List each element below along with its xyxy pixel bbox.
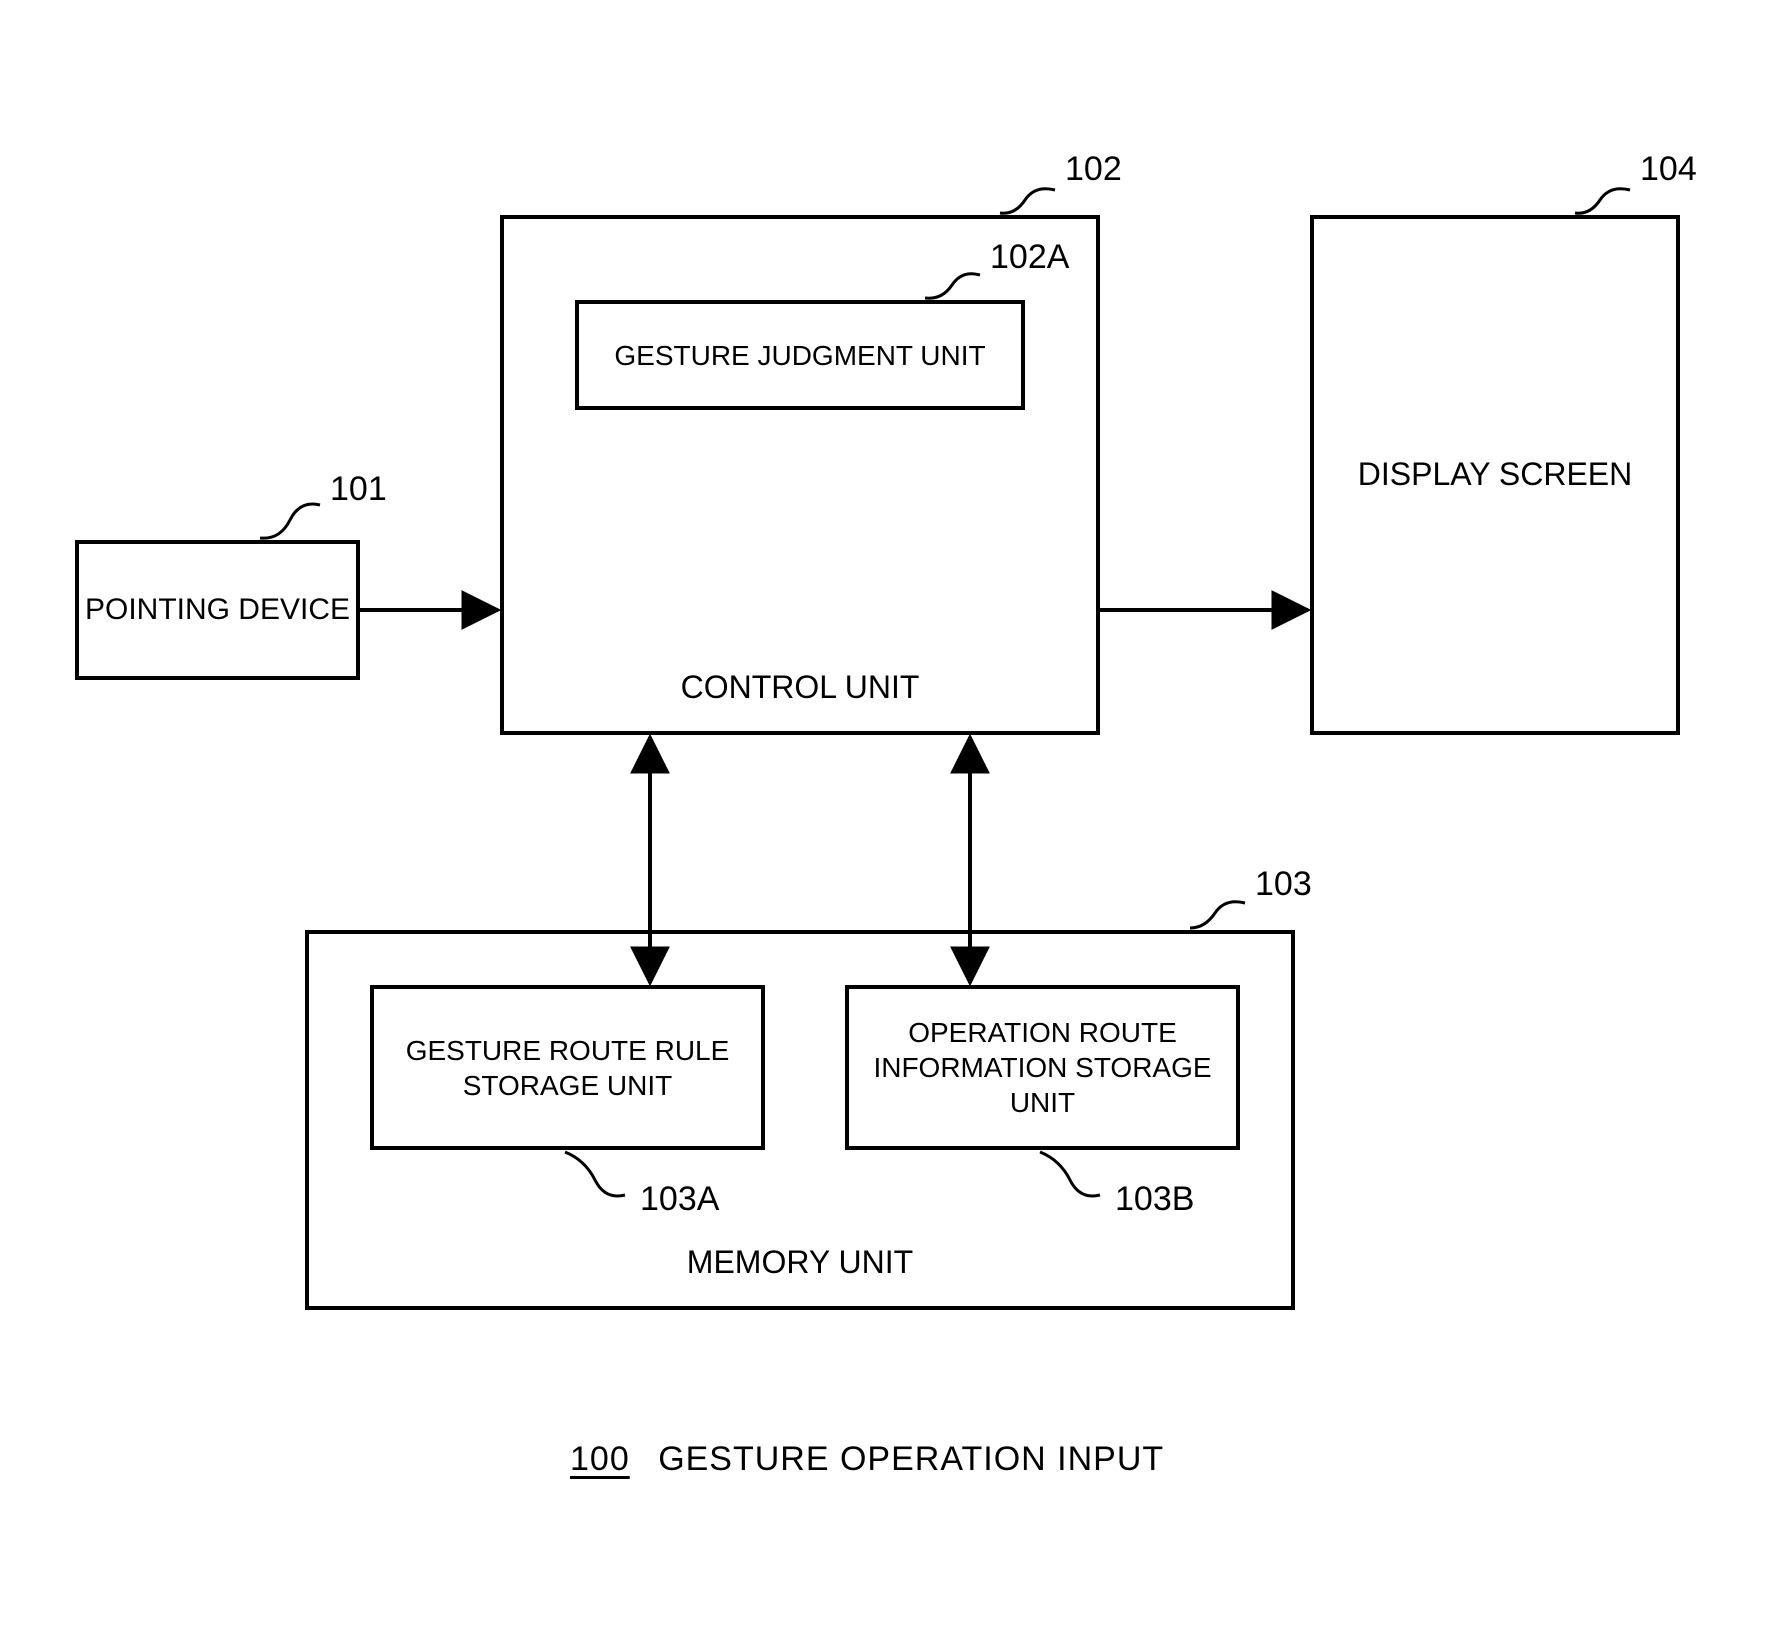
ref-103: 103 (1255, 865, 1312, 904)
node-label: POINTING DEVICE (85, 591, 350, 629)
ref-103a: 103A (640, 1180, 719, 1219)
node-label: GESTURE JUDGMENT UNIT (614, 338, 985, 373)
node-label: MEMORY UNIT (309, 1244, 1291, 1281)
ref-102: 102 (1065, 150, 1122, 189)
caption: 100 GESTURE OPERATION INPUT (570, 1440, 1164, 1479)
node-gesture-judgment-unit: GESTURE JUDGMENT UNIT (575, 300, 1025, 410)
node-gesture-route-rule: GESTURE ROUTE RULE STORAGE UNIT (370, 985, 765, 1150)
leader-104 (1575, 189, 1630, 213)
leader-102 (1000, 189, 1055, 213)
leader-101 (260, 504, 320, 538)
caption-text: GESTURE OPERATION INPUT (658, 1440, 1164, 1478)
leader-103 (1190, 902, 1245, 928)
diagram-canvas: POINTING DEVICE CONTROL UNIT GESTURE JUD… (0, 0, 1781, 1635)
caption-ref: 100 (570, 1440, 630, 1478)
ref-102a: 102A (990, 238, 1069, 277)
node-label: CONTROL UNIT (504, 669, 1096, 706)
ref-103b: 103B (1115, 1180, 1194, 1219)
node-display-screen: DISPLAY SCREEN (1310, 215, 1680, 735)
ref-104: 104 (1640, 150, 1697, 189)
node-label: GESTURE ROUTE RULE STORAGE UNIT (374, 1033, 761, 1103)
node-operation-route-info: OPERATION ROUTE INFORMATION STORAGE UNIT (845, 985, 1240, 1150)
node-control-unit: CONTROL UNIT (500, 215, 1100, 735)
ref-101: 101 (330, 470, 387, 509)
node-label: OPERATION ROUTE INFORMATION STORAGE UNIT (849, 1015, 1236, 1120)
node-pointing-device: POINTING DEVICE (75, 540, 360, 680)
node-label: DISPLAY SCREEN (1358, 454, 1632, 496)
